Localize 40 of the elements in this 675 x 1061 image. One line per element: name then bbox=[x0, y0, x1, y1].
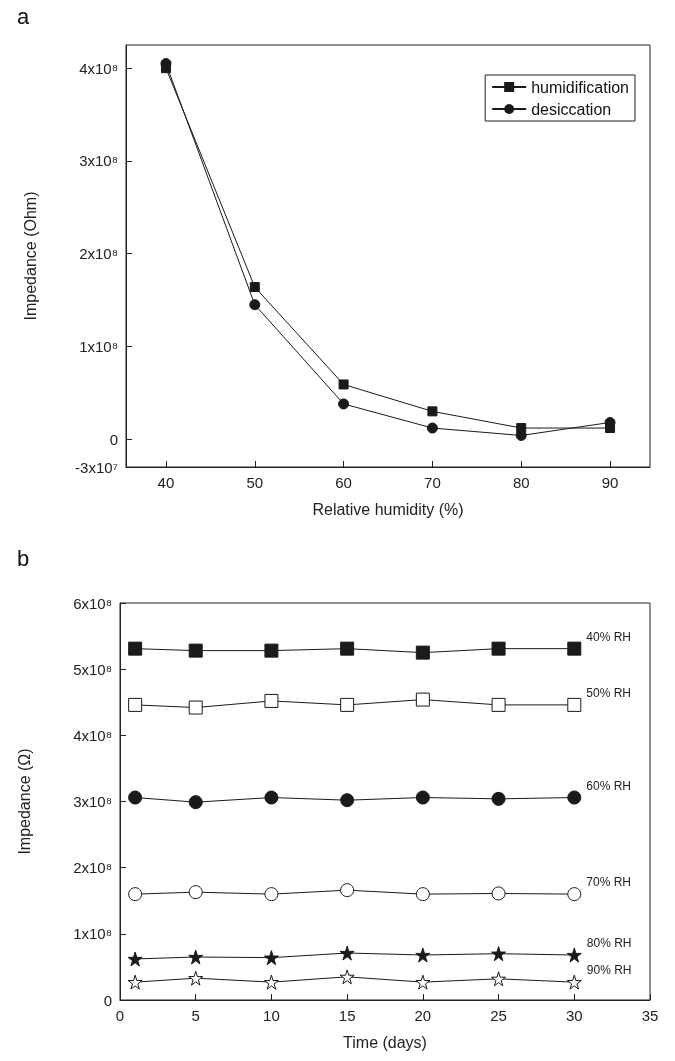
y-tick-label: 4x10⁸ bbox=[73, 726, 112, 744]
y-axis-title: Impedance (Ohm) bbox=[21, 191, 39, 321]
x-axis-title: Time (days) bbox=[343, 1033, 427, 1051]
y-tick-label: 0 bbox=[109, 430, 118, 448]
x-tick-label: 50 bbox=[246, 474, 264, 491]
x-axis-title: Relative humidity (%) bbox=[312, 500, 464, 518]
y-tick-label: 1x10⁸ bbox=[79, 337, 118, 355]
x-tick-label: 40 bbox=[157, 474, 175, 491]
x-tick-label: 70 bbox=[424, 474, 441, 491]
y-axis-title: Impedance (Ω) bbox=[15, 748, 33, 855]
chart-title: a bbox=[17, 3, 30, 29]
y-tick-label: 3x10⁸ bbox=[73, 793, 112, 810]
x-tick-label: 35 bbox=[641, 1007, 659, 1024]
series-label: 60% RH bbox=[586, 778, 631, 793]
legend-label: humidification bbox=[531, 78, 629, 96]
x-tick-label: 15 bbox=[338, 1007, 356, 1024]
x-tick-label: 30 bbox=[565, 1007, 583, 1024]
x-tick-label: 5 bbox=[191, 1007, 200, 1024]
series-label: 80% RH bbox=[586, 936, 632, 951]
x-tick-label: 90 bbox=[601, 474, 619, 491]
y-tick-label: 6x10⁸ bbox=[73, 594, 112, 612]
series-label: 70% RH bbox=[586, 875, 631, 890]
series-label: 50% RH bbox=[586, 685, 631, 700]
y-tick-label: 4x10⁸ bbox=[79, 59, 118, 77]
x-tick-label: 20 bbox=[414, 1007, 432, 1024]
y-tick-label: -3x10⁷ bbox=[75, 458, 118, 476]
series-label: 90% RH bbox=[586, 963, 632, 978]
x-tick-label: 60 bbox=[335, 474, 352, 491]
series-label: 40% RH bbox=[586, 629, 631, 644]
x-tick-label: 80 bbox=[512, 474, 530, 491]
chart-title: b bbox=[17, 545, 30, 571]
y-tick-label: 1x10⁸ bbox=[73, 925, 112, 943]
y-tick-label: 0 bbox=[103, 991, 112, 1009]
y-tick-label: 3x10⁸ bbox=[79, 152, 118, 170]
y-tick-label: 2x10⁸ bbox=[79, 245, 118, 263]
x-tick-label: 10 bbox=[263, 1007, 280, 1024]
y-tick-label: 2x10⁸ bbox=[73, 859, 112, 877]
legend-label: desiccation bbox=[531, 100, 612, 118]
x-tick-label: 25 bbox=[490, 1007, 507, 1024]
y-tick-label: 5x10⁸ bbox=[73, 660, 112, 678]
